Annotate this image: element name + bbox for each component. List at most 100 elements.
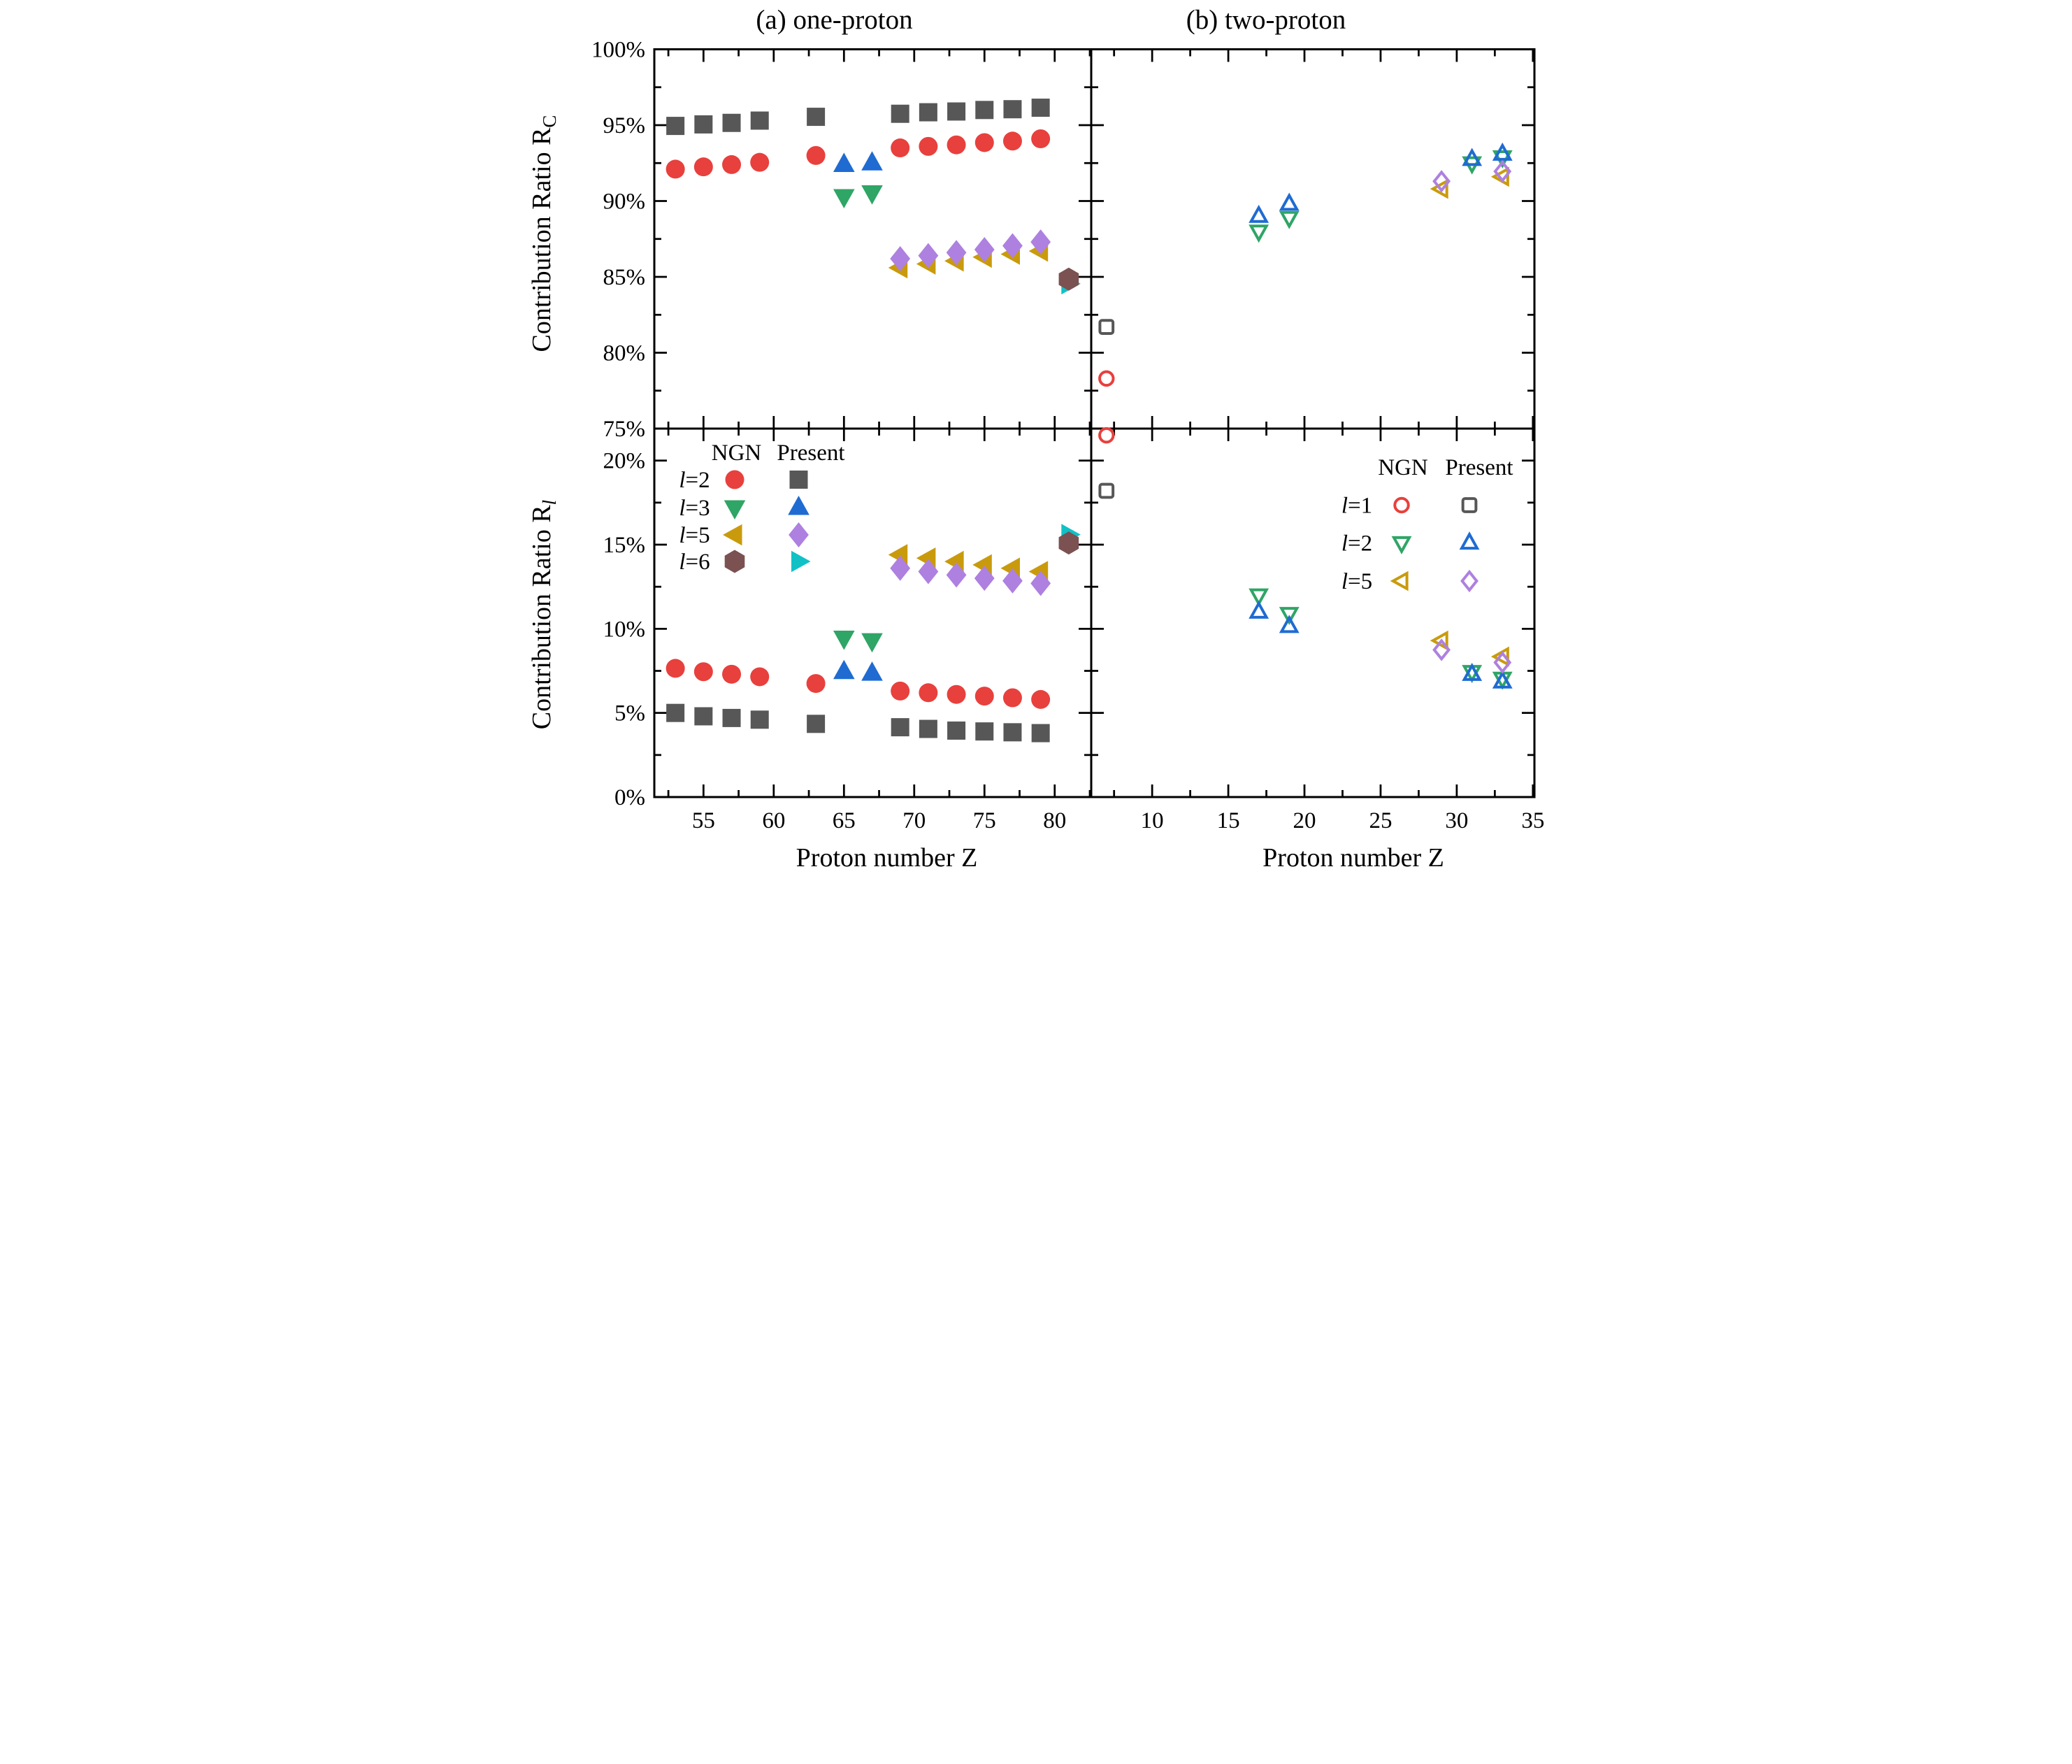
- square-marker: [891, 718, 909, 737]
- series-a-bot-l-2-ngn: [666, 659, 1051, 709]
- x-tick-label: 15: [1217, 808, 1240, 833]
- triangle-down-marker: [724, 500, 746, 519]
- circle-marker: [806, 145, 826, 165]
- circle-marker: [806, 674, 826, 694]
- hexagon-marker: [1058, 531, 1079, 555]
- series-a-top-l-3-ngn: [833, 185, 883, 208]
- triangle-up-marker: [1249, 204, 1269, 223]
- square-marker: [750, 710, 769, 729]
- circle-marker: [1098, 370, 1115, 387]
- y-tick-label: 0%: [614, 785, 645, 810]
- circle-marker: [891, 138, 910, 158]
- panel-a-top: 75% 80% 85% 90% 95% 100%: [591, 38, 1093, 442]
- legend-row-label: l=1: [1341, 494, 1372, 519]
- hexagon-marker: [1058, 267, 1079, 291]
- triangle-right-marker: [791, 550, 811, 573]
- y-axis-title-top: Contribution Ratio RC: [527, 115, 560, 352]
- legend-header-present: Present: [1445, 455, 1513, 480]
- y-tick-label: 10%: [603, 617, 646, 642]
- square-marker: [807, 715, 826, 733]
- circle-marker: [919, 136, 938, 156]
- panel-border: [1090, 48, 1536, 430]
- legend-header-present: Present: [777, 440, 844, 466]
- legend-row-label: l=6: [679, 550, 710, 575]
- panel-border: [653, 48, 1093, 430]
- series-a-bot-l-3-present: [833, 659, 883, 681]
- x-axis-title-left: Proton number Z: [796, 843, 978, 873]
- series-a-bot-l-5-present: [890, 555, 1051, 596]
- series-b-top-l-1-ngn: [1098, 370, 1115, 387]
- panel-border: [1090, 427, 1536, 798]
- circle-marker: [1002, 688, 1022, 708]
- triangle-up-marker: [1462, 148, 1483, 166]
- series-a-top-l-2-ngn: [666, 129, 1051, 179]
- contribution-ratio-chart: 75% 80% 85% 90% 95% 100% 0% 5% 10% 15% 20% 55 60 65 70…: [518, 0, 1554, 882]
- series-b-top-l-2-present: [1249, 142, 1513, 223]
- circle-marker: [693, 662, 713, 682]
- square-marker: [666, 703, 685, 722]
- circle-marker: [750, 667, 770, 687]
- x-tick-label: 10: [1141, 808, 1164, 833]
- diamond-marker: [1432, 638, 1451, 661]
- panel-b-top: [1090, 48, 1536, 430]
- triangle-up-marker: [1492, 142, 1513, 161]
- triangle-left-marker: [1390, 571, 1409, 591]
- square-marker: [694, 707, 713, 726]
- x-tick-label: 70: [902, 808, 926, 833]
- square-marker: [807, 108, 826, 127]
- x-tick-label: 60: [762, 808, 785, 833]
- legend-row-label: l=3: [679, 496, 710, 521]
- triangle-up-marker: [1249, 600, 1269, 619]
- triangle-left-marker: [1430, 178, 1448, 199]
- square-marker: [750, 111, 769, 130]
- diamond-marker: [1432, 170, 1451, 193]
- series-b-bot-l-2-ngn: [1249, 588, 1513, 690]
- x-tick-label: 20: [1293, 808, 1316, 833]
- square-marker: [1098, 319, 1115, 335]
- series-a-top-l-5-ngn: [888, 240, 1049, 279]
- circle-marker: [1098, 426, 1115, 444]
- circle-marker: [1031, 129, 1051, 149]
- y-tick-label: 95%: [603, 113, 646, 138]
- triangle-down-marker: [1279, 607, 1300, 626]
- triangle-up-marker: [1462, 662, 1483, 681]
- triangle-up-marker: [1279, 192, 1300, 211]
- x-tick-label: 30: [1445, 808, 1468, 833]
- circle-marker: [666, 159, 685, 179]
- square-marker: [789, 471, 808, 489]
- series-b-bot-l-1-ngn: [1098, 426, 1115, 444]
- square-marker: [722, 708, 741, 727]
- x-tick-label: 55: [692, 808, 715, 833]
- circle-marker: [1393, 496, 1410, 514]
- series-a-top-l-2-present: [666, 99, 1050, 136]
- square-marker: [1003, 723, 1022, 742]
- triangle-up-marker: [833, 659, 855, 680]
- series-b-bot-l-5-present: [1432, 638, 1512, 674]
- circle-marker: [947, 684, 966, 704]
- series-a-bot-l-3-ngn: [833, 631, 883, 653]
- square-marker: [919, 719, 937, 738]
- circle-marker: [891, 681, 910, 701]
- legend-two-proton: NGN Present l=1 l=2 l=5: [1341, 455, 1513, 594]
- x-tick-label: 25: [1369, 808, 1392, 833]
- series-b-top-l-1-present: [1098, 319, 1115, 335]
- legend-header-ngn: NGN: [1378, 455, 1428, 480]
- square-marker: [1003, 100, 1022, 119]
- legend-row-label: l=5: [679, 523, 710, 548]
- diamond-marker: [946, 240, 967, 266]
- x-tick-label: 75: [973, 808, 996, 833]
- triangle-down-marker: [833, 189, 855, 208]
- series-a-bot-l-5-ngn: [888, 544, 1049, 582]
- series-a-top-l-6-ngn: [1058, 267, 1079, 291]
- circle-marker: [974, 133, 994, 152]
- circle-marker: [974, 687, 994, 706]
- circle-marker: [1002, 131, 1022, 151]
- series-a-bot-l-2-present: [666, 703, 1050, 743]
- triangle-down-marker: [1391, 536, 1412, 554]
- square-marker: [919, 103, 937, 122]
- titles: (a) one-proton (b) two-proton Proton numbe…: [527, 5, 1444, 873]
- panel-border: [653, 427, 1093, 798]
- triangle-up-marker: [1492, 670, 1513, 689]
- triangle-down-marker: [833, 631, 855, 650]
- y-tick-label: 20%: [603, 449, 646, 474]
